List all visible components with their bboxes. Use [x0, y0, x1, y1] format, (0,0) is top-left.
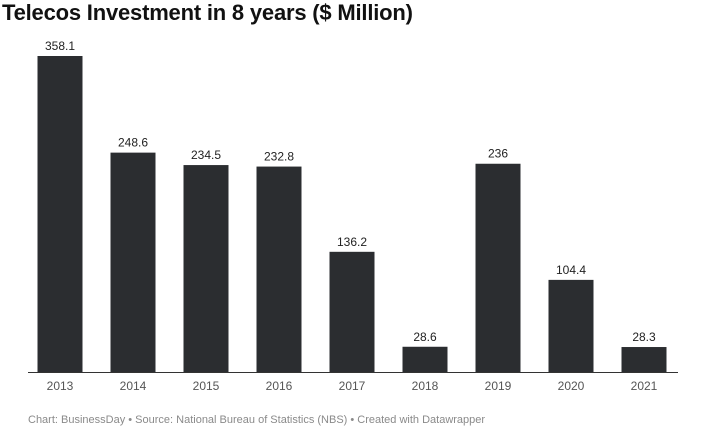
- bar-2013: [37, 56, 83, 372]
- bar-2016: [256, 166, 302, 372]
- x-tick-label-2013: 2013: [47, 379, 74, 393]
- x-tick-label-2018: 2018: [412, 379, 439, 393]
- value-label-2020: 104.4: [556, 263, 586, 277]
- bar-2014: [110, 152, 156, 372]
- value-label-2015: 234.5: [191, 148, 221, 162]
- value-label-2021: 28.3: [632, 330, 656, 344]
- x-tick-label-2014: 2014: [120, 379, 147, 393]
- bar-2017: [329, 251, 375, 372]
- x-tick-label-2019: 2019: [485, 379, 512, 393]
- value-label-2016: 232.8: [264, 150, 294, 164]
- bar-2015: [183, 165, 229, 372]
- value-label-2018: 28.6: [413, 330, 437, 344]
- value-label-2017: 136.2: [337, 235, 367, 249]
- x-tick-label-2020: 2020: [558, 379, 585, 393]
- bar-2018: [402, 346, 448, 372]
- value-label-2013: 358.1: [45, 39, 75, 53]
- value-label-2014: 248.6: [118, 136, 148, 150]
- value-label-2019: 236: [488, 147, 508, 161]
- x-tick-label-2016: 2016: [266, 379, 293, 393]
- bar-2021: [621, 347, 667, 372]
- chart-footer: Chart: BusinessDay • Source: National Bu…: [28, 414, 486, 426]
- bar-2019: [475, 163, 521, 372]
- bar-2020: [548, 279, 594, 372]
- x-tick-label-2017: 2017: [339, 379, 366, 393]
- x-tick-label-2021: 2021: [631, 379, 658, 393]
- chart-title: Telecos Investment in 8 years ($ Million…: [2, 0, 413, 25]
- x-tick-label-2015: 2015: [193, 379, 220, 393]
